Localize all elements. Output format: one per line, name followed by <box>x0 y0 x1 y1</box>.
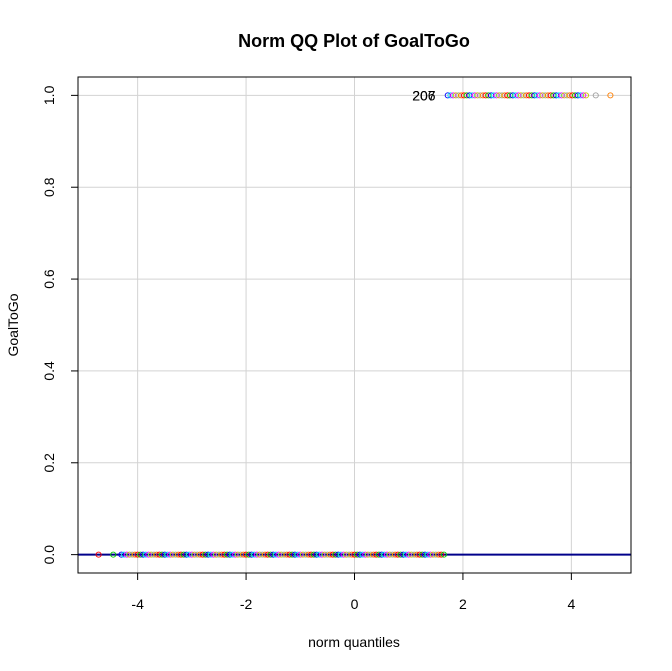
x-tick-label: -2 <box>240 596 253 612</box>
x-axis-label: norm quantiles <box>308 634 400 650</box>
x-tick-label: -4 <box>131 596 144 612</box>
y-axis: 0.0 0.2 0.4 0.6 0.8 1.0 <box>41 85 78 564</box>
x-axis: -4 -2 0 2 4 <box>131 573 575 612</box>
data-point <box>438 551 445 558</box>
y-tick-label: 0.6 <box>41 269 57 289</box>
y-tick-label: 0.0 <box>41 545 57 565</box>
data-point <box>110 551 117 558</box>
grid <box>78 77 631 573</box>
y-tick-label: 0.2 <box>41 453 57 473</box>
y-tick-label: 1.0 <box>41 85 57 105</box>
y-tick-label: 0.8 <box>41 177 57 197</box>
data-point <box>607 92 614 99</box>
data-point <box>580 92 587 99</box>
point-label: 206 <box>412 87 436 103</box>
data-point <box>582 92 590 99</box>
x-tick-label: 0 <box>351 596 359 612</box>
x-tick-label: 4 <box>567 596 575 612</box>
x-tick-label: 2 <box>459 596 467 612</box>
y-tick-label: 0.4 <box>41 361 57 381</box>
chart-title: Norm QQ Plot of GoalToGo <box>238 31 470 51</box>
point-label: 207 <box>412 87 436 103</box>
data-point <box>95 551 102 558</box>
points <box>95 92 614 558</box>
y-axis-label: GoalToGo <box>5 293 21 356</box>
data-point <box>592 92 599 99</box>
data-point <box>440 551 448 558</box>
